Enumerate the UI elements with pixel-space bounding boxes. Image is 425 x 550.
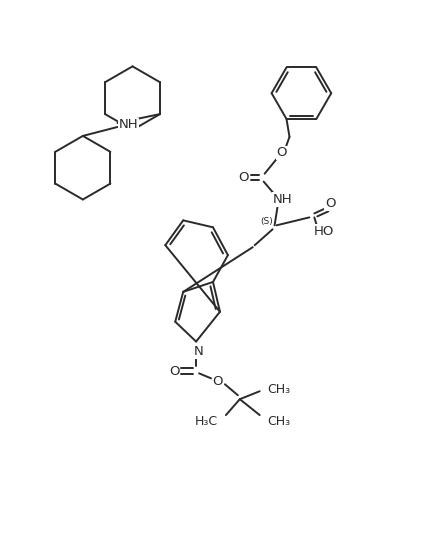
Text: O: O xyxy=(213,375,223,388)
Text: NH: NH xyxy=(273,193,292,206)
Text: O: O xyxy=(169,365,179,378)
Text: CH₃: CH₃ xyxy=(268,415,291,427)
Text: O: O xyxy=(238,171,249,184)
Text: HO: HO xyxy=(314,225,334,238)
Text: (S): (S) xyxy=(260,217,273,226)
Text: N: N xyxy=(194,345,204,358)
Text: H₃C: H₃C xyxy=(195,415,218,427)
Text: O: O xyxy=(276,146,287,160)
Text: CH₃: CH₃ xyxy=(268,383,291,396)
Text: O: O xyxy=(325,197,335,210)
Text: NH: NH xyxy=(119,118,138,131)
